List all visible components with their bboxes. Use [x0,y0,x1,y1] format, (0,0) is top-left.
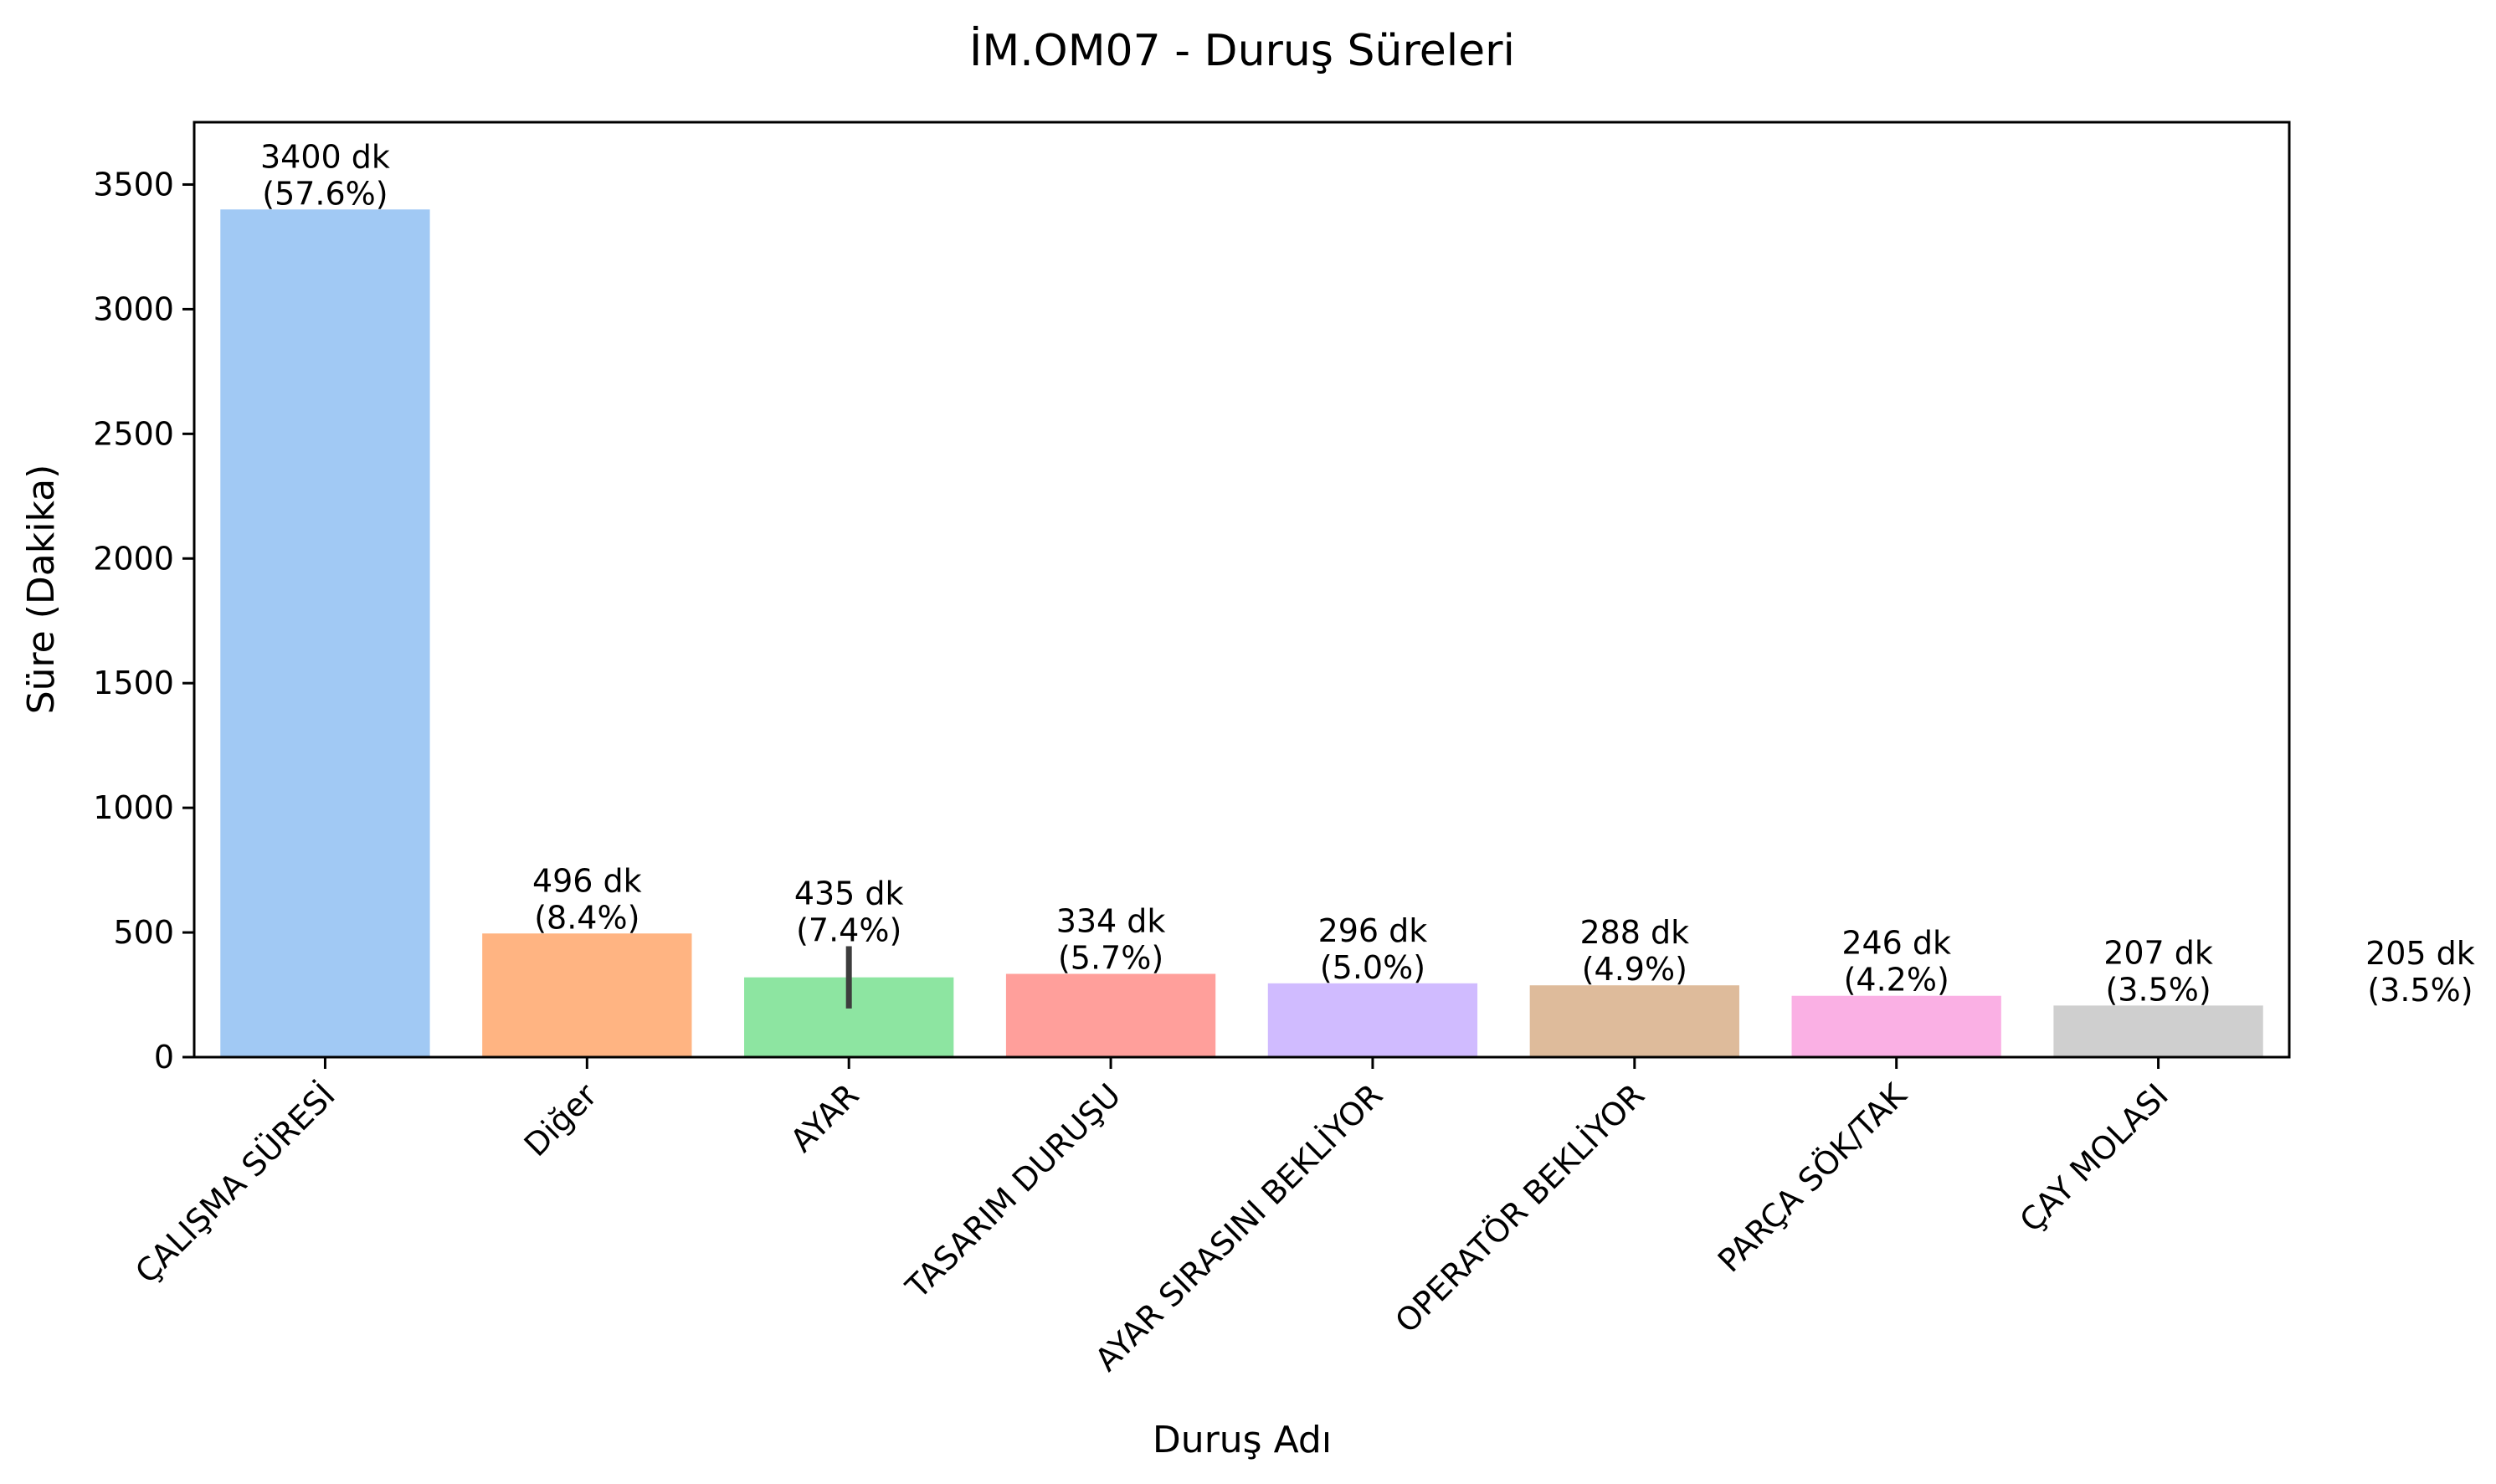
data-label-9: 205 dk (3.5%) [2365,935,2475,1009]
y-tick-label: 2500 [93,415,174,452]
bar-1 [220,209,430,1058]
data-label-percent: (3.5%) [2105,971,2211,1008]
y-tick-label: 3500 [93,166,174,203]
bar-4 [1005,973,1216,1057]
data-label-value: 296 dk [1318,912,1428,949]
y-tick-label: 1000 [93,789,174,826]
chart-title: İM.OM07 - Duruş Süreleri [969,25,1515,76]
data-label-value: 205 dk [2365,935,2475,972]
data-label-value: 288 dk [1579,914,1689,951]
data-label-value: 246 dk [1841,925,1951,962]
y-tick-label: 0 [154,1039,174,1076]
data-label-value: 496 dk [532,862,642,899]
bars-group [220,209,2263,1058]
y-axis-title: Süre (Dakika) [20,465,63,715]
data-label-5: 296 dk (5.0%) [1318,912,1428,986]
data-label-2: 496 dk (8.4%) [532,862,642,936]
bar-6 [1529,985,1739,1057]
bar-8 [2053,1005,2263,1057]
data-label-7: 246 dk (4.2%) [1841,925,1951,999]
data-label-percent: (4.9%) [1582,951,1687,988]
bar-2 [482,933,692,1057]
y-tick-label: 3000 [93,290,174,327]
data-label-1: 3400 dk (57.6%) [260,138,390,212]
data-label-percent: (4.2%) [1844,962,1949,999]
data-label-value: 3400 dk [260,138,390,175]
data-label-percent: (7.4%) [796,911,901,948]
data-label-percent: (5.7%) [1058,940,1163,977]
data-label-3: 435 dk (7.4%) [794,875,904,948]
bar-7 [1791,995,2001,1057]
data-label-percent: (5.0%) [1320,949,1425,986]
data-label-percent: (3.5%) [2367,972,2473,1009]
data-label-value: 435 dk [794,875,904,911]
data-label-6: 288 dk (4.9%) [1579,914,1689,988]
data-label-value: 334 dk [1056,903,1166,940]
data-label-8: 207 dk (3.5%) [2103,934,2213,1008]
y-tick-label: 1500 [93,665,174,701]
y-axis: 0 500 1000 1500 2000 2500 3000 3500 [93,166,194,1076]
data-labels-group: 3400 dk (57.6%) 496 dk (8.4%) 435 dk (7.4%) 33… [260,138,2475,1009]
y-tick-label: 2000 [93,540,174,577]
bar-5 [1267,983,1478,1057]
data-label-percent: (57.6%) [262,175,388,212]
x-axis-title: Duruş Adı [1153,1419,1332,1461]
data-label-percent: (8.4%) [534,899,639,936]
y-tick-label: 500 [113,914,174,951]
data-label-4: 334 dk (5.7%) [1056,903,1166,977]
data-label-value: 207 dk [2103,934,2213,971]
plot-frame [193,121,2291,1059]
